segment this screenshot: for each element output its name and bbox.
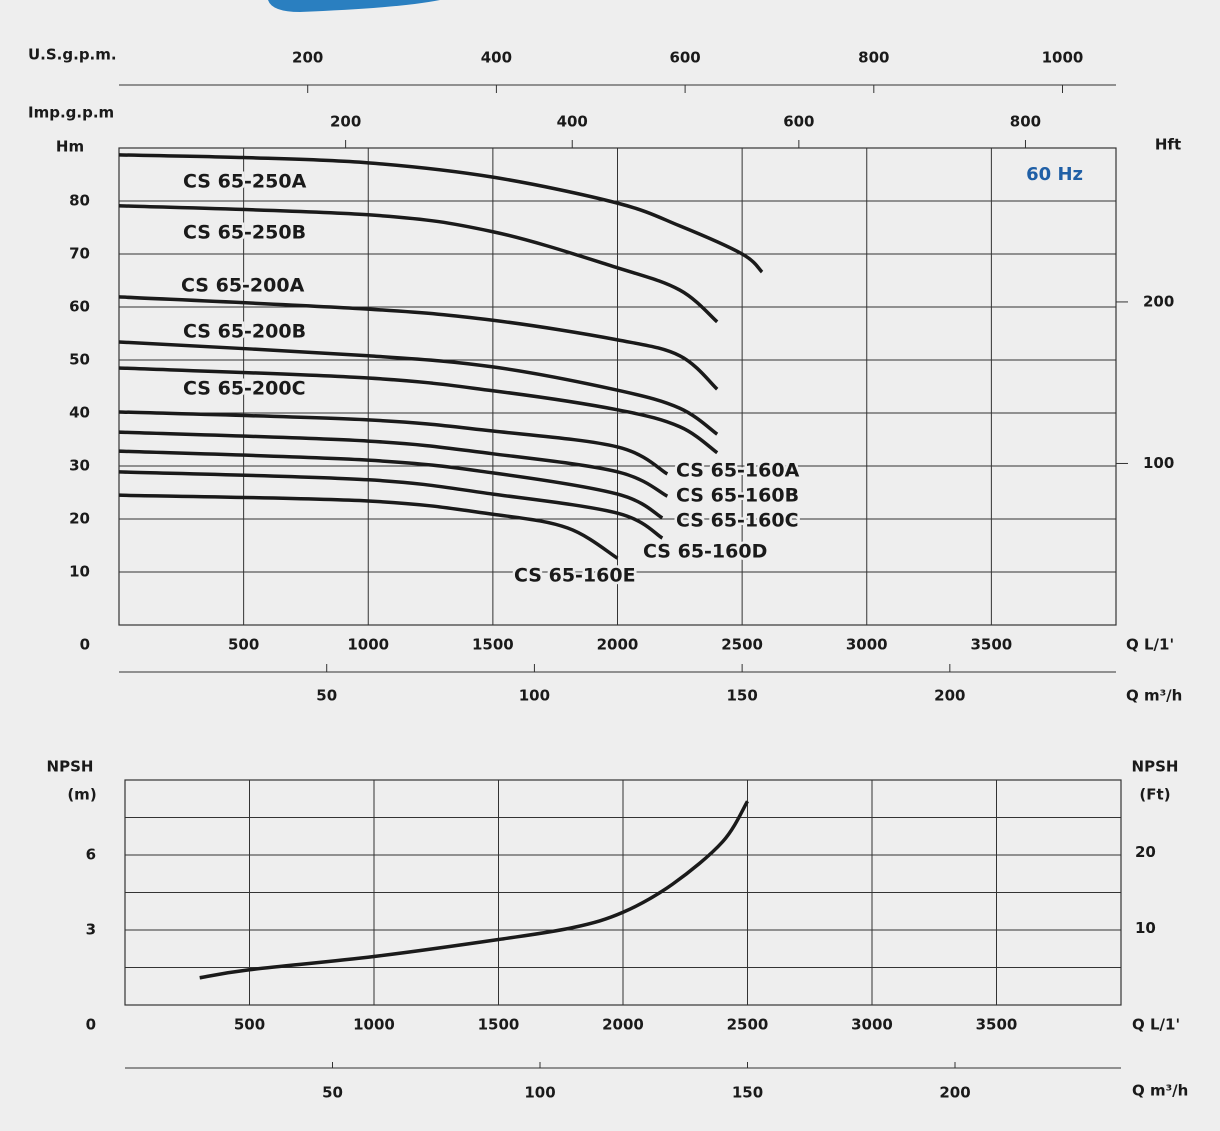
secondary-tick-label: 600 bbox=[669, 49, 700, 67]
secondary-axis-label: Q m³/h bbox=[1132, 1082, 1188, 1100]
x-tick-label: 2000 bbox=[597, 636, 639, 654]
curve-label: CS 65-250B bbox=[183, 222, 306, 244]
secondary-tick-label: 800 bbox=[1010, 113, 1041, 131]
x-tick-label: 2000 bbox=[602, 1016, 644, 1034]
curve bbox=[118, 295, 719, 391]
secondary-tick-label: 400 bbox=[557, 113, 588, 131]
curve-label: CS 65-160B bbox=[676, 485, 799, 507]
secondary-tick-label: 100 bbox=[524, 1084, 555, 1102]
curve bbox=[199, 800, 750, 980]
curve-label: CS 65-200C bbox=[183, 378, 306, 400]
y2-tick-label: 200 bbox=[1143, 292, 1174, 310]
y-axis-label: NPSH bbox=[47, 758, 94, 776]
y-axis-unit: (m) bbox=[67, 786, 96, 804]
x-tick-label: 2500 bbox=[721, 636, 763, 654]
decor bbox=[268, 0, 440, 12]
secondary-tick-label: 150 bbox=[732, 1084, 763, 1102]
annotation: 60 Hz bbox=[1026, 164, 1083, 185]
secondary-axis-label: Imp.g.p.m bbox=[28, 104, 114, 122]
y2-tick-label: 10 bbox=[1135, 919, 1156, 937]
secondary-tick-label: 200 bbox=[292, 49, 323, 67]
y2-axis-unit: (Ft) bbox=[1139, 786, 1170, 804]
y-axis-label: Hm bbox=[56, 138, 84, 156]
y-tick-label: 40 bbox=[69, 404, 90, 422]
x-axis-label: Q L/1' bbox=[1126, 636, 1174, 654]
x-axis-label: Q L/1' bbox=[1132, 1016, 1180, 1034]
x-tick-label: 1000 bbox=[353, 1016, 395, 1034]
secondary-tick-label: 200 bbox=[330, 113, 361, 131]
secondary-tick-label: 200 bbox=[939, 1084, 970, 1102]
y-tick-label: 3 bbox=[86, 921, 96, 939]
secondary-tick-label: 100 bbox=[519, 687, 550, 705]
curve-label: CS 65-160C bbox=[676, 510, 799, 532]
secondary-tick-label: 600 bbox=[783, 113, 814, 131]
x-tick-label: 3000 bbox=[851, 1016, 893, 1034]
curve-label: CS 65-160D bbox=[643, 541, 767, 563]
curve bbox=[118, 493, 619, 560]
curve-label: CS 65-250A bbox=[183, 171, 307, 193]
plot-frame bbox=[118, 147, 1117, 626]
y-tick-label: 30 bbox=[69, 457, 90, 475]
secondary-tick-label: 50 bbox=[316, 687, 337, 705]
secondary-tick-label: 400 bbox=[481, 49, 512, 67]
curve bbox=[118, 430, 669, 498]
curve bbox=[118, 449, 664, 520]
curve bbox=[118, 340, 719, 436]
secondary-tick-label: 150 bbox=[726, 687, 757, 705]
curve bbox=[118, 410, 669, 476]
curve-label: CS 65-200A bbox=[181, 275, 305, 297]
curve bbox=[118, 470, 664, 540]
y2-tick-label: 20 bbox=[1135, 843, 1156, 861]
curve-label: CS 65-200B bbox=[183, 321, 306, 343]
y-tick-label: 70 bbox=[69, 245, 90, 263]
x-tick-label: 3500 bbox=[976, 1016, 1018, 1034]
x-tick-label: 500 bbox=[234, 1016, 265, 1034]
plot-frame bbox=[124, 779, 1122, 1006]
secondary-tick-label: 1000 bbox=[1042, 49, 1084, 67]
y-tick-label: 6 bbox=[86, 846, 96, 864]
x-tick-label: 1000 bbox=[347, 636, 389, 654]
secondary-tick-label: 800 bbox=[858, 49, 889, 67]
secondary-axis-label: U.S.g.p.m. bbox=[28, 46, 117, 64]
secondary-axis-label: Q m³/h bbox=[1126, 687, 1182, 705]
y-tick-label: 80 bbox=[69, 192, 90, 210]
y2-axis-label: Hft bbox=[1155, 136, 1181, 154]
x-tick-label: 1500 bbox=[478, 1016, 520, 1034]
curve bbox=[118, 153, 764, 274]
y-tick-label: 0 bbox=[86, 1016, 96, 1034]
y-tick-label: 0 bbox=[80, 636, 90, 654]
y2-axis-label: NPSH bbox=[1132, 758, 1179, 776]
x-tick-label: 500 bbox=[228, 636, 259, 654]
y-tick-label: 20 bbox=[69, 510, 90, 528]
curve-label: CS 65-160A bbox=[676, 460, 800, 482]
x-tick-label: 3500 bbox=[971, 636, 1013, 654]
curve bbox=[118, 204, 719, 324]
secondary-tick-label: 200 bbox=[934, 687, 965, 705]
curve bbox=[118, 366, 719, 455]
secondary-tick-label: 50 bbox=[322, 1084, 343, 1102]
x-tick-label: 1500 bbox=[472, 636, 514, 654]
y-tick-label: 60 bbox=[69, 298, 90, 316]
x-tick-label: 3000 bbox=[846, 636, 888, 654]
y2-tick-label: 100 bbox=[1143, 454, 1174, 472]
curve-label: CS 65-160E bbox=[514, 565, 636, 587]
y-tick-label: 50 bbox=[69, 351, 90, 369]
y-tick-label: 10 bbox=[69, 563, 90, 581]
x-tick-label: 2500 bbox=[727, 1016, 769, 1034]
